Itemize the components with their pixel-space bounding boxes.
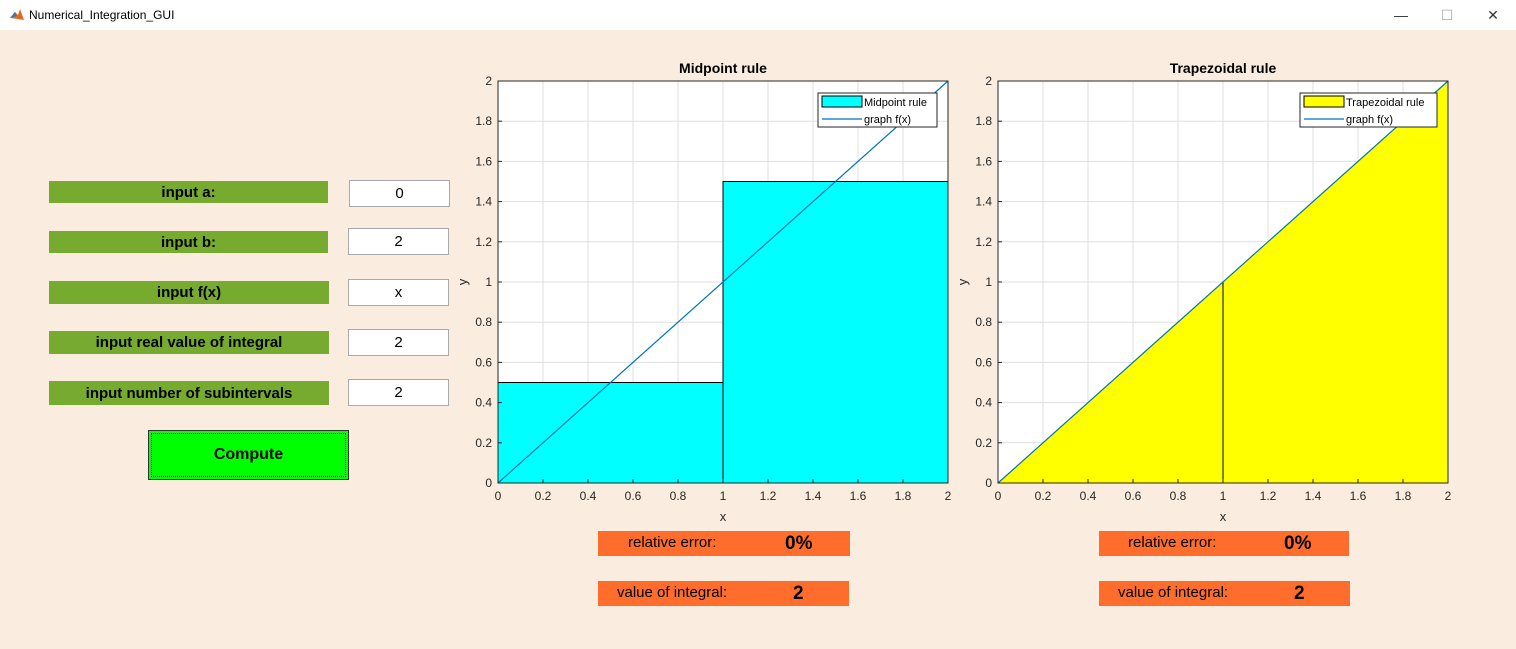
- midpoint-xtick-label: 2: [945, 489, 952, 503]
- midpoint-title: Midpoint rule: [679, 60, 767, 76]
- midpoint-ytick-label: 1.4: [475, 195, 492, 209]
- trapezoid-integral-value: 2: [1294, 583, 1305, 604]
- midpoint-xtick-label: 1.4: [805, 489, 822, 503]
- input-fx-field[interactable]: [348, 279, 449, 306]
- trapezoid-xtick-label: 1.4: [1305, 489, 1322, 503]
- trapezoid-ylabel: y: [955, 278, 970, 285]
- trapezoid-xtick-label: 0: [995, 489, 1002, 503]
- midpoint-bar-0: [497, 382, 724, 484]
- real-integral-field[interactable]: [348, 329, 449, 356]
- trapezoid-xtick-label: 1.2: [1260, 489, 1277, 503]
- maximize-button[interactable]: ☐: [1440, 6, 1454, 23]
- midpoint-legend-label-0: Midpoint rule: [864, 97, 927, 109]
- trapezoid-relative-error-label: relative error:: [1128, 534, 1217, 551]
- trapezoid-xtick-label: 0.8: [1170, 489, 1187, 503]
- midpoint-ytick-label: 0.4: [475, 396, 492, 410]
- midpoint-xtick-label: 0.4: [580, 489, 597, 503]
- trapezoid-legend-label-1: graph f(x): [1346, 114, 1393, 126]
- minimize-button[interactable]: —: [1394, 7, 1408, 23]
- input-a-field[interactable]: [349, 180, 450, 207]
- trapezoid-ytick-label: 1.4: [975, 195, 992, 209]
- midpoint-xtick-label: 0.6: [625, 489, 642, 503]
- midpoint-bar-1: [722, 181, 949, 484]
- midpoint-relative-error-panel: relative error: 0%: [598, 531, 850, 556]
- trapezoid-ytick-label: 0.6: [975, 355, 992, 369]
- midpoint-xtick-label: 0.8: [670, 489, 687, 503]
- midpoint-ytick-label: 1: [485, 275, 492, 289]
- midpoint-xtick-label: 0: [495, 489, 502, 503]
- trapezoid-ytick-label: 2: [985, 74, 992, 88]
- midpoint-xlabel: x: [720, 509, 727, 524]
- trapezoid-ytick-label: 1: [985, 275, 992, 289]
- compute-button[interactable]: Compute: [148, 430, 349, 480]
- midpoint-integral-label: value of integral:: [617, 584, 728, 601]
- input-b-field[interactable]: [348, 228, 449, 255]
- trapezoid-ytick-label: 1.8: [975, 114, 992, 128]
- trapezoid-ytick-label: 0.8: [975, 315, 992, 329]
- midpoint-legend-label-1: graph f(x): [864, 114, 911, 126]
- trapezoid-legend-swatch: [1303, 95, 1345, 108]
- midpoint-xtick-label: 0.2: [535, 489, 552, 503]
- midpoint-ylabel: y: [455, 278, 470, 285]
- midpoint-legend-swatch: [821, 95, 863, 108]
- matlab-icon: [10, 9, 24, 20]
- window-titlebar: Numerical_Integration_GUI — ☐ ✕: [0, 0, 1516, 30]
- label-real-integral: input real value of integral: [49, 331, 329, 354]
- trapezoid-xtick-label: 0.4: [1080, 489, 1097, 503]
- midpoint-ytick-label: 0.8: [475, 315, 492, 329]
- trapezoid-integral-panel: value of integral: 2: [1099, 581, 1350, 606]
- trapezoid-xtick-label: 1.8: [1395, 489, 1412, 503]
- trapezoid-ytick-label: 1.2: [975, 235, 992, 249]
- trapezoid-xtick-label: 1: [1220, 489, 1227, 503]
- label-input-fx: input f(x): [49, 281, 329, 304]
- close-button[interactable]: ✕: [1487, 6, 1499, 23]
- trapezoid-relative-error-value: 0%: [1284, 533, 1312, 554]
- label-subintervals: input number of subintervals: [49, 381, 329, 405]
- midpoint-ytick-label: 0.6: [475, 355, 492, 369]
- trapezoid-xtick-label: 2: [1445, 489, 1452, 503]
- midpoint-xtick-label: 1.8: [895, 489, 912, 503]
- midpoint-integral-value: 2: [793, 583, 804, 604]
- midpoint-function-line: [497, 80, 949, 484]
- trapezoid-ytick-label: 0: [985, 476, 992, 490]
- trapezoid-xtick-label: 1.6: [1350, 489, 1367, 503]
- subintervals-field[interactable]: [348, 379, 449, 406]
- midpoint-ytick-label: 1.2: [475, 235, 492, 249]
- midpoint-relative-error-label: relative error:: [628, 534, 717, 551]
- midpoint-ytick-label: 2: [485, 74, 492, 88]
- trapezoid-xlabel: x: [1220, 509, 1227, 524]
- midpoint-xtick-label: 1.6: [850, 489, 867, 503]
- trapezoid-function-line: [997, 80, 1449, 484]
- midpoint-xtick-label: 1: [720, 489, 727, 503]
- midpoint-ytick-label: 0.2: [475, 436, 492, 450]
- trapezoid-legend-label-0: Trapezoidal rule: [1346, 97, 1424, 109]
- midpoint-xtick-label: 1.2: [760, 489, 777, 503]
- midpoint-ytick-label: 0: [485, 476, 492, 490]
- trapezoid-title: Trapezoidal rule: [1170, 60, 1277, 76]
- trapezoid-relative-error-panel: relative error: 0%: [1099, 531, 1349, 556]
- midpoint-integral-panel: value of integral: 2: [598, 581, 849, 606]
- midpoint-ytick-label: 1.8: [475, 114, 492, 128]
- trapezoid-xtick-label: 0.2: [1035, 489, 1052, 503]
- midpoint-relative-error-value: 0%: [785, 533, 813, 554]
- trapezoid-ytick-label: 0.2: [975, 436, 992, 450]
- window-title: Numerical_Integration_GUI: [29, 8, 175, 22]
- trapezoid-ytick-label: 1.6: [975, 154, 992, 168]
- trapezoid-trapezoid-1: [1223, 81, 1448, 483]
- trapezoid-integral-label: value of integral:: [1118, 584, 1229, 601]
- label-input-b: input b:: [49, 231, 328, 253]
- midpoint-ytick-label: 1.6: [475, 154, 492, 168]
- label-input-a: input a:: [49, 181, 328, 203]
- trapezoid-ytick-label: 0.4: [975, 396, 992, 410]
- trapezoid-xtick-label: 0.6: [1125, 489, 1142, 503]
